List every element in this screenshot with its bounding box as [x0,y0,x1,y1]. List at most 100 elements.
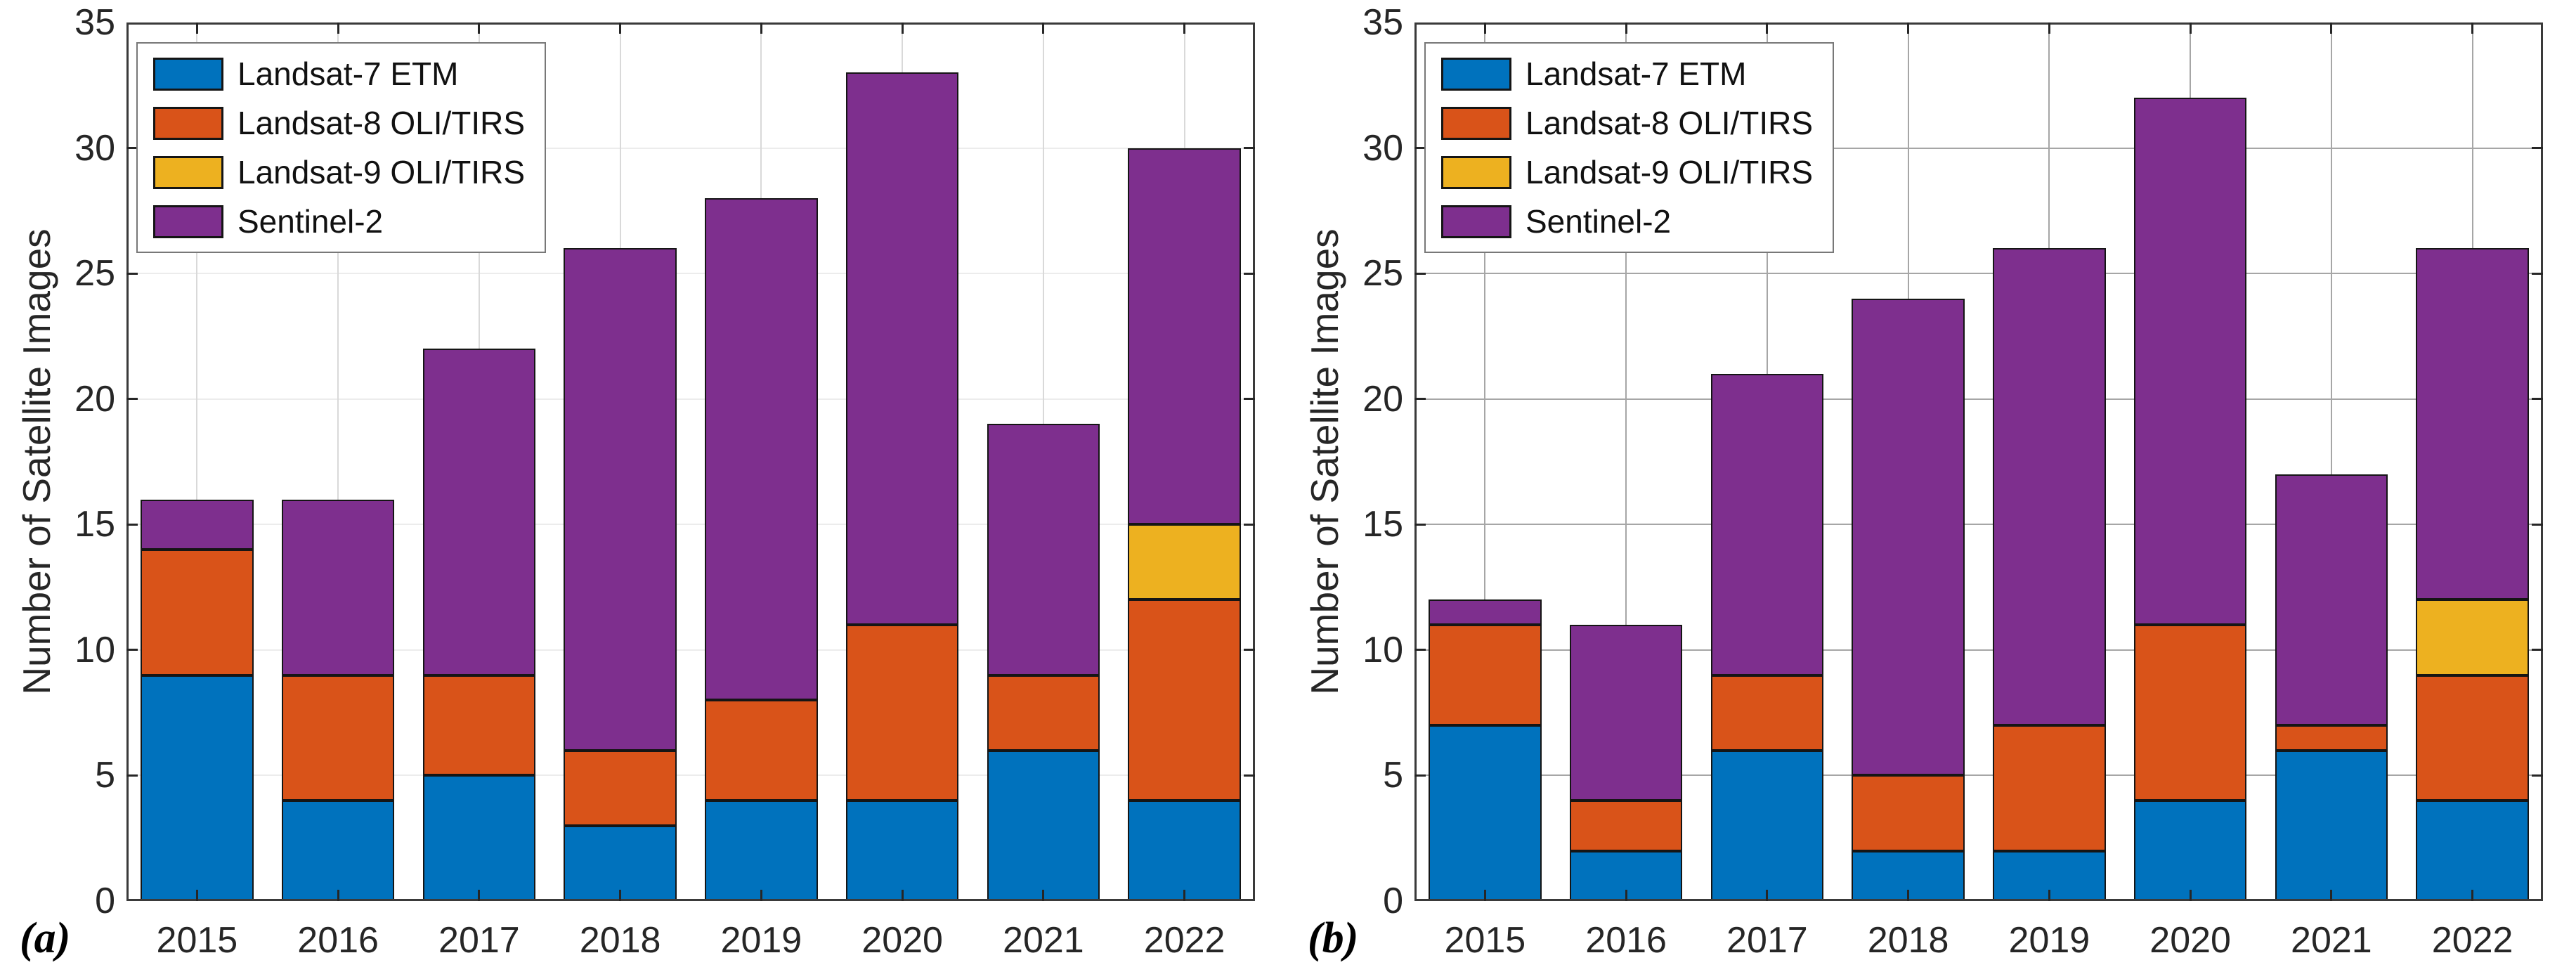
x-tick-top [1766,22,1769,34]
bar-segment-2017-landsat-8-oli-tirs [1710,675,1824,751]
y-tick-left [126,398,138,401]
bar-segment-2017-landsat-7-etm [1710,750,1824,901]
legend-swatch-sentinel-2 [153,205,223,238]
legend-label-sentinel-2: Sentinel-2 [1526,203,1672,240]
legend-swatch-landsat-8-oli-tirs [153,106,223,140]
y-tick-label-25: 25 [1362,253,1403,294]
x-tick-top [1042,22,1045,34]
bar-segment-2021-sentinel-2 [2275,474,2388,725]
bar-segment-2018-landsat-8-oli-tirs [564,750,677,826]
y-tick-right [2532,523,2543,526]
legend-label-landsat-9-oli-tirs: Landsat-9 OLI/TIRS [238,154,526,190]
x-tick-bottom [901,890,904,901]
legend-swatch-landsat-9-oli-tirs [1441,155,1511,189]
y-tick-label-30: 30 [74,127,115,169]
legend-item-landsat-7-etm: Landsat-7 ETM [153,55,525,93]
legend-swatch-landsat-7-etm [153,57,223,91]
x-tick-bottom [2189,890,2192,901]
bar-segment-2020-landsat-7-etm [2133,800,2247,901]
legend-label-landsat-8-oli-tirs: Landsat-8 OLI/TIRS [238,105,526,141]
y-tick-label-20: 20 [74,378,115,420]
x-tick-top [478,22,481,34]
legend-item-landsat-9-oli-tirs: Landsat-9 OLI/TIRS [153,153,525,191]
grid-line-h [1414,524,2543,526]
bar-segment-2019-sentinel-2 [1993,248,2106,725]
y-tick-right [1244,398,1255,401]
x-tick-bottom [337,890,339,901]
x-tick-bottom [619,890,622,901]
bar-segment-2022-landsat-7-etm [1128,800,1241,901]
bar-segment-2022-sentinel-2 [2416,248,2529,600]
x-tick-label-2016: 2016 [1585,920,1667,961]
bar-segment-2020-landsat-8-oli-tirs [845,625,959,801]
chart-b: 0 5 10 15 20 25 30 35 2015 2016 2017 2018 2019 2020 20… [1288,0,2576,979]
bar-segment-2022-landsat-8-oli-tirs [1128,599,1241,801]
bar-segment-2015-landsat-7-etm [1429,725,1542,901]
legend-swatch-landsat-9-oli-tirs [153,155,223,189]
x-tick-bottom [1483,890,1486,901]
bar-segment-2016-sentinel-2 [1569,625,1683,801]
x-tick-top [619,22,622,34]
legend-item-sentinel-2: Sentinel-2 [1441,202,1813,240]
y-tick-left [1414,272,1426,275]
x-tick-label-2020: 2020 [861,920,943,961]
x-tick-bottom [2048,890,2050,901]
y-tick-right [2532,398,2543,401]
x-tick-top [1625,22,1627,34]
grid-line-h [1414,398,2543,400]
bar-segment-2021-sentinel-2 [987,424,1100,675]
bar-segment-2021-landsat-7-etm [987,750,1100,901]
x-tick-top [337,22,339,34]
x-tick-bottom [195,890,198,901]
x-tick-bottom [2471,890,2474,901]
bar-segment-2018-sentinel-2 [564,248,677,751]
x-tick-top [2330,22,2333,34]
x-tick-top [2048,22,2050,34]
y-tick-label-20: 20 [1362,378,1403,420]
x-tick-bottom [1183,890,1186,901]
bar-segment-2019-landsat-7-etm [705,800,818,901]
grid-line-h [1414,649,2543,651]
legend-item-landsat-9-oli-tirs: Landsat-9 OLI/TIRS [1441,153,1813,191]
x-tick-label-2015: 2015 [1444,920,1526,961]
y-tick-label-25: 25 [74,253,115,294]
y-tick-label-15: 15 [1362,504,1403,545]
y-axis-label: Number of Satellite Images [1303,228,1346,695]
x-tick-label-2018: 2018 [1867,920,1949,961]
y-tick-left [1414,774,1426,777]
y-tick-left [1414,147,1426,150]
x-tick-bottom [1907,890,1910,901]
x-tick-bottom [760,890,762,901]
x-tick-top [1483,22,1486,34]
bar-segment-2016-landsat-8-oli-tirs [281,675,395,801]
y-tick-right [2532,774,2543,777]
x-tick-top [901,22,904,34]
legend-swatch-landsat-8-oli-tirs [1441,106,1511,140]
grid-line-h [126,147,1255,149]
bar-segment-2021-landsat-8-oli-tirs [2275,725,2388,751]
x-tick-bottom [2330,890,2333,901]
y-tick-right [1244,272,1255,275]
grid-line-h [1414,774,2543,777]
x-tick-label-2019: 2019 [2008,920,2090,961]
x-tick-label-2022: 2022 [1143,920,1225,961]
bar-segment-2022-landsat-9-oli-tirs [1128,524,1241,600]
y-tick-label-5: 5 [95,755,115,796]
legend-label-landsat-7-etm: Landsat-7 ETM [238,56,459,92]
y-tick-right [2532,649,2543,651]
grid-line-h [1414,147,2543,149]
x-tick-bottom [1625,890,1627,901]
grid-line-v [337,22,339,901]
y-tick-left [126,774,138,777]
bar-segment-2020-sentinel-2 [845,72,959,625]
bar-segment-2019-landsat-8-oli-tirs [705,700,818,801]
grid-line-v [1625,22,1627,901]
panel-b-tag: (b) [1308,914,1359,962]
bar-segment-2017-sentinel-2 [422,349,536,675]
bar-segment-2021-landsat-7-etm [2275,750,2388,901]
bar-segment-2017-sentinel-2 [1710,374,1824,675]
bar-segment-2022-landsat-8-oli-tirs [2416,675,2529,801]
x-tick-label-2016: 2016 [297,920,379,961]
y-tick-label-35: 35 [74,2,115,43]
